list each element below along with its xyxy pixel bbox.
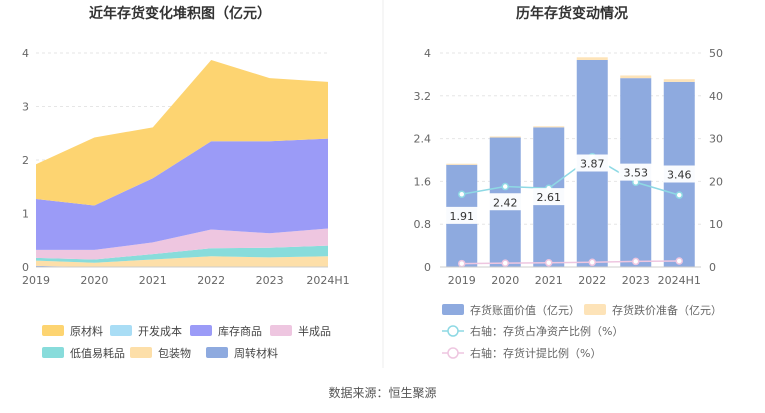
provision-ratio-point — [545, 258, 553, 267]
legend-label-右轴：存货计提比例（%）: 右轴：存货计提比例（%） — [470, 346, 601, 360]
data-label-bg — [575, 154, 610, 172]
chart-title: 历年存货变动情况 — [516, 5, 628, 22]
legend-swatch-存货账面价值（亿元） — [442, 304, 464, 315]
data-label: 3.87 — [580, 157, 605, 170]
legend-label-原材料: 原材料 — [70, 324, 103, 338]
bar-impairment — [446, 163, 478, 165]
y-right-tick-label: 10 — [709, 218, 723, 231]
legend-label-存货跌价准备（亿元）: 存货跌价准备（亿元） — [612, 303, 722, 317]
y-right-tick-label: 0 — [709, 261, 716, 274]
y-tick-label: 0 — [22, 261, 29, 274]
area-库存商品 — [36, 138, 328, 250]
legend-label-库存商品: 库存商品 — [218, 324, 262, 338]
y-left-tick-label: 4 — [424, 47, 431, 60]
bar-impairment — [576, 57, 608, 60]
legend-label-包装物: 包装物 — [158, 346, 191, 360]
legend-marker-右轴：存货占净资产比例（%） — [447, 325, 459, 337]
y-left-tick-label: 2.4 — [414, 133, 432, 146]
x-tick-label: 2021 — [139, 274, 167, 287]
area-原材料 — [36, 59, 328, 206]
provision-ratio-point — [632, 257, 640, 266]
y-tick-label: 2 — [22, 154, 29, 167]
data-label: 3.53 — [624, 167, 649, 180]
bar-impairment — [489, 136, 521, 138]
bar-impairment — [663, 79, 695, 82]
data-label-bg — [444, 206, 479, 224]
inventory-net-asset-ratio-point — [675, 191, 683, 199]
provision-ratio-point — [675, 257, 683, 265]
y-left-tick-label: 0.8 — [414, 218, 432, 231]
x-tick-label: 2021 — [535, 274, 563, 287]
x-tick-label: 2024H1 — [306, 274, 349, 287]
legend-swatch-半成品 — [270, 325, 292, 336]
data-label: 2.61 — [537, 191, 562, 204]
x-tick-label: 2019 — [448, 274, 476, 287]
y-tick-label: 4 — [22, 47, 29, 60]
legend-swatch-周转材料 — [206, 347, 228, 358]
provision-ratio-point — [588, 258, 596, 267]
x-tick-label: 2024H1 — [658, 274, 701, 287]
y-tick-label: 3 — [22, 101, 29, 114]
x-tick-label: 2019 — [22, 274, 50, 287]
data-label-bg — [618, 163, 653, 181]
legend-label-存货账面价值（亿元）: 存货账面价值（亿元） — [470, 303, 580, 317]
x-tick-label: 2022 — [197, 274, 225, 287]
legend-label-低值易耗品: 低值易耗品 — [70, 347, 125, 360]
legend-swatch-库存商品 — [190, 325, 212, 336]
stacked-area-chart: 近年存货变化堆积图（亿元） 0 1 2 3 4 2019 2020 2021 2022 2023 20… — [22, 5, 350, 360]
y-left-tick-label: 0 — [424, 261, 431, 274]
y-right-tick-label: 40 — [709, 90, 723, 103]
data-label: 2.42 — [493, 196, 518, 209]
data-label-bg — [488, 193, 523, 211]
inventory-net-asset-ratio-point — [458, 190, 466, 198]
legend-label-开发成本: 开发成本 — [138, 324, 182, 338]
x-tick-label: 2023 — [256, 274, 284, 287]
chart-title: 近年存货变化堆积图（亿元） — [89, 5, 271, 22]
provision-ratio-point — [501, 259, 509, 267]
bar-impairment — [620, 75, 652, 79]
inventory-net-asset-ratio-line — [461, 155, 680, 196]
y-right-tick-label: 50 — [709, 47, 723, 60]
legend-label-右轴：存货占净资产比例（%）: 右轴：存货占净资产比例（%） — [470, 324, 623, 338]
legend-swatch-开发成本 — [110, 325, 132, 336]
inventory-net-asset-ratio-point — [501, 182, 509, 191]
legend-label-半成品: 半成品 — [298, 324, 331, 338]
x-tick-label: 2023 — [622, 274, 650, 287]
legend-swatch-原材料 — [42, 325, 64, 336]
data-label: 3.46 — [667, 168, 692, 181]
y-right-tick-label: 30 — [709, 133, 723, 146]
area-低值易耗品 — [36, 245, 328, 263]
area-包装物 — [36, 256, 328, 267]
provision-ratio-line — [461, 260, 680, 265]
x-tick-label: 2020 — [80, 274, 108, 287]
legend-label-周转材料: 周转材料 — [234, 346, 278, 360]
provision-ratio-point — [458, 259, 466, 268]
area-半成品 — [36, 228, 328, 260]
y-tick-label: 1 — [22, 208, 29, 221]
bar-impairment — [533, 126, 565, 128]
x-tick-label: 2020 — [491, 274, 519, 287]
y-right-tick-label: 20 — [709, 175, 723, 188]
y-left-tick-label: 1.6 — [414, 175, 432, 188]
legend-swatch-低值易耗品 — [42, 347, 64, 358]
data-label-bg — [662, 165, 697, 183]
legend-swatch-包装物 — [130, 347, 152, 358]
legend-marker-右轴：存货计提比例（%） — [447, 347, 459, 359]
data-label: 1.91 — [450, 210, 475, 223]
data-label-bg — [531, 188, 566, 206]
legend-swatch-存货跌价准备（亿元） — [584, 304, 606, 315]
y-left-tick-label: 3.2 — [414, 90, 432, 103]
data-source-note: 数据来源：恒生聚源 — [328, 386, 437, 400]
x-tick-label: 2022 — [578, 274, 606, 287]
